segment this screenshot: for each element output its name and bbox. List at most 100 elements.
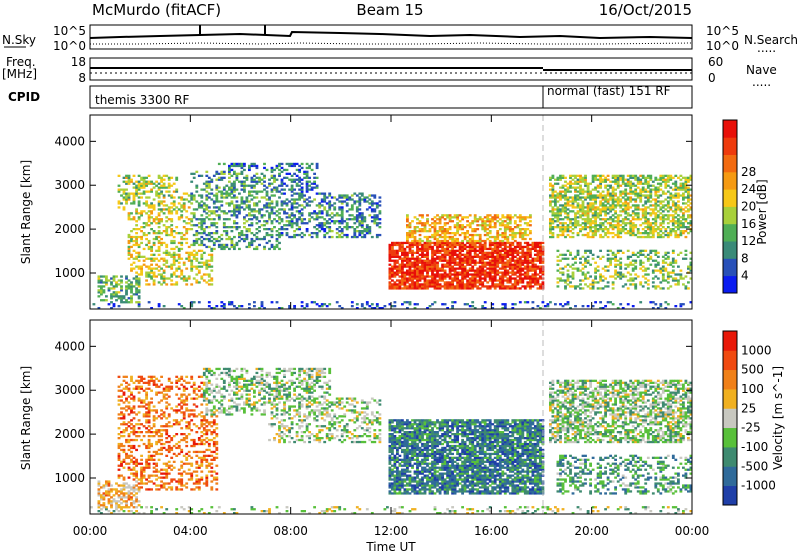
- heatmap-cell: [549, 188, 552, 191]
- heatmap-cell: [523, 275, 527, 278]
- heatmap-cell: [411, 287, 414, 290]
- heatmap-cell: [669, 214, 673, 217]
- heatmap-cell: [616, 226, 620, 229]
- heatmap-cell: [666, 214, 670, 217]
- heatmap-cell: [596, 206, 600, 209]
- heatmap-cell: [466, 281, 470, 284]
- heatmap-cell: [461, 263, 465, 266]
- heatmap-cell: [275, 202, 279, 205]
- heatmap-cell: [488, 232, 492, 235]
- heatmap-cell: [187, 277, 191, 280]
- heatmap-cell: [616, 216, 620, 219]
- heatmap-cell: [669, 192, 673, 195]
- heatmap-cell: [629, 226, 633, 229]
- heatmap-cell: [599, 214, 603, 217]
- heatmap-cell: [531, 267, 535, 270]
- heatmap-cell: [483, 269, 487, 272]
- heatmap-cell: [496, 271, 500, 274]
- heatmap-cell: [195, 186, 199, 189]
- heatmap-cell: [391, 251, 394, 254]
- heatmap-cell: [566, 226, 570, 229]
- heatmap-cell: [468, 283, 472, 286]
- heatmap-cell: [671, 279, 675, 282]
- heatmap-cell: [443, 259, 447, 262]
- heatmap-cell: [649, 224, 653, 227]
- heatmap-cell: [135, 184, 139, 187]
- heatmap-cell: [611, 303, 615, 306]
- heatmap-cell: [651, 277, 655, 280]
- heatmap-cell: [228, 301, 231, 304]
- heatmap-cell: [601, 196, 605, 199]
- heatmap-cell: [240, 198, 244, 201]
- heatmap-cell: [228, 170, 231, 173]
- heatmap-cell: [235, 307, 239, 310]
- heatmap-cell: [97, 285, 101, 288]
- heatmap-cell: [626, 180, 630, 183]
- heatmap-cell: [624, 224, 628, 227]
- heatmap-cell: [355, 230, 359, 233]
- heatmap-cell: [586, 210, 590, 213]
- heatmap-cell: [677, 224, 680, 227]
- heatmap-cell: [117, 297, 121, 300]
- heatmap-cell: [350, 214, 354, 217]
- heatmap-cell: [147, 182, 151, 185]
- heatmap-cell: [142, 259, 146, 262]
- heatmap-cell: [426, 283, 429, 286]
- heatmap-cell: [508, 243, 512, 247]
- heatmap-cell: [471, 245, 475, 249]
- heatmap-cell: [549, 196, 552, 199]
- heatmap-cell: [671, 259, 675, 262]
- heatmap-cell: [112, 277, 116, 280]
- heatmap-cell: [649, 257, 653, 260]
- heatmap-cell: [338, 226, 342, 229]
- heatmap-cell: [288, 305, 292, 308]
- heatmap-cell: [152, 230, 156, 233]
- heatmap-cell: [616, 233, 620, 237]
- heatmap-cell: [235, 222, 239, 225]
- heatmap-cell: [566, 230, 570, 233]
- heatmap-cell: [526, 249, 530, 252]
- heatmap-cell: [245, 174, 249, 177]
- heatmap-cell: [456, 263, 460, 266]
- heatmap-cell: [589, 206, 593, 209]
- heatmap-cell: [591, 222, 595, 225]
- heatmap-cell: [641, 208, 645, 211]
- heatmap-cell: [345, 226, 349, 229]
- heatmap-cell: [526, 245, 530, 249]
- heatmap-cell: [539, 265, 542, 268]
- heatmap-cell: [280, 184, 284, 187]
- heatmap-cell: [614, 176, 618, 179]
- heatmap-cell: [167, 194, 171, 197]
- heatmap-cell: [172, 230, 176, 233]
- heatmap-cell: [611, 196, 615, 199]
- heatmap-cell: [599, 233, 603, 237]
- heatmap-cell: [586, 196, 590, 199]
- heatmap-cell: [516, 253, 520, 256]
- heatmap-cell: [388, 247, 392, 251]
- heatmap-cell: [162, 259, 166, 262]
- heatmap-cell: [150, 212, 154, 215]
- heatmap-cell: [253, 180, 256, 183]
- heatmap-cell: [185, 279, 189, 282]
- heatmap-cell: [644, 182, 648, 185]
- heatmap-cell: [641, 174, 645, 177]
- heatmap-cell: [418, 285, 422, 288]
- heatmap-cell: [644, 218, 648, 221]
- heatmap-cell: [358, 230, 362, 233]
- heatmap-cell: [634, 178, 638, 181]
- heatmap-cell: [491, 226, 495, 229]
- heatmap-cell: [599, 275, 603, 278]
- heatmap-cell: [333, 220, 337, 223]
- heatmap-cell: [468, 277, 472, 280]
- heatmap-cell: [413, 235, 417, 239]
- heatmap-cell: [448, 277, 452, 280]
- heatmap-cell: [142, 233, 146, 237]
- heatmap-cell: [418, 233, 422, 237]
- heatmap-cell: [401, 243, 404, 247]
- heatmap-cell: [564, 253, 567, 256]
- heatmap-cell: [310, 188, 314, 191]
- heatmap-cell: [636, 212, 640, 215]
- heatmap-cell: [631, 176, 635, 179]
- heatmap-cell: [305, 190, 309, 193]
- heatmap-cell: [584, 257, 587, 260]
